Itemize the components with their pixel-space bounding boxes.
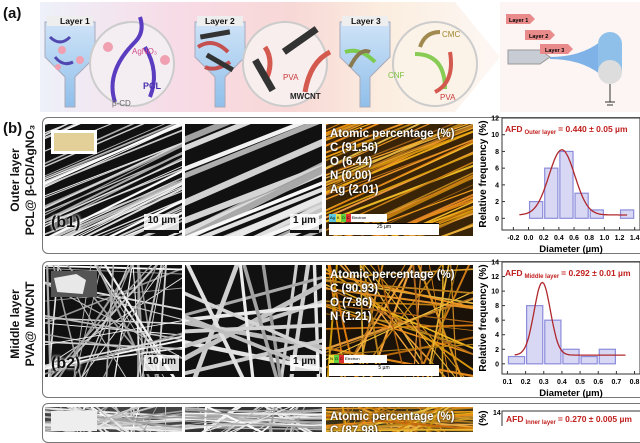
histogram-bar — [581, 357, 597, 364]
y-axis-label: Relative frequency (%) — [478, 264, 489, 371]
eds-scale-bar: 25 µm — [329, 223, 439, 235]
svg-text:Layer 1: Layer 1 — [509, 18, 528, 24]
sample-photo-inset — [51, 130, 97, 154]
scale-bar: 10 µm — [144, 214, 179, 233]
layer-2-title: Layer 2 — [205, 16, 235, 26]
sample-photo-inset — [51, 271, 97, 297]
x-tick-label: 0.4 — [557, 379, 567, 386]
fabrication-schematic: Layer 1 AgNO₃ β-CD PCL Layer 2 PVA MWCNT… — [40, 2, 640, 112]
x-tick-label: 0.8 — [584, 235, 594, 242]
histogram-bar — [575, 193, 588, 218]
histogram-bar — [599, 349, 615, 364]
x-axis-label: Diameter (µm) — [539, 388, 603, 398]
eds-scale-bar: 5 µm — [329, 364, 439, 376]
x-tick-label: 1.2 — [615, 235, 625, 242]
histogram-bar — [560, 151, 573, 218]
x-tick-label: 0.8 — [630, 379, 640, 386]
sem-middle-low-mag: (b2) 10 µm — [45, 265, 182, 377]
histogram-bar — [530, 202, 543, 219]
y-tick-label: 2 — [495, 347, 499, 354]
y-tick-label: 10 — [491, 289, 499, 296]
x-tick-label: -0.2 — [507, 235, 519, 242]
y-tick-label: 14 — [491, 260, 499, 267]
spinner-tag-layer-3: Layer 3 — [540, 44, 573, 54]
x-tick-label: 0.0 — [524, 235, 534, 242]
sem-inner-high-mag — [185, 407, 322, 432]
y-tick-label: 12 — [491, 274, 499, 281]
cnf-label: CNF — [388, 71, 405, 80]
x-tick-label: 0.3 — [539, 379, 549, 386]
eds-composition: Atomic percentage (%)C (87.98) — [330, 410, 455, 432]
eds-map-middle: Atomic percentage (%) C (90.93)O (7.86)N… — [326, 265, 473, 377]
x-tick-label: 0.5 — [575, 379, 585, 386]
histogram-bar — [545, 320, 561, 364]
pcl-label: PCL — [143, 81, 162, 91]
panel-b2-label: (b2) — [51, 355, 80, 373]
layer-3-title: Layer 3 — [351, 16, 381, 26]
agno3-label: AgNO₃ — [132, 47, 157, 56]
spinner-tag-layer-2: Layer 2 — [525, 30, 555, 40]
x-tick-label: 0.2 — [539, 235, 549, 242]
x-tick-label: 0.4 — [554, 235, 564, 242]
svg-text:Layer 3: Layer 3 — [545, 48, 564, 54]
y-tick-label: 6 — [495, 318, 499, 325]
y-tick-label: 2 — [495, 199, 499, 206]
beta-cd-label: β-CD — [112, 99, 131, 108]
y-tick-label: 0 — [495, 216, 499, 223]
histogram-outer-layer: 0 2 4 6 8 10 12 -0.2 0.0 0.2 0.4 0.6 0.8 1.0 1.2 1.4 Dia… — [476, 114, 640, 254]
sample-photo-inset — [51, 411, 97, 431]
x-tick-label: 0.2 — [521, 379, 531, 386]
x-tick-label: 1.0 — [599, 235, 609, 242]
zoom-circle-layer-1 — [90, 22, 174, 106]
pva-label-layer-3: PVA — [440, 93, 456, 102]
y-tick-label: 14 — [493, 410, 501, 417]
y-tick-label: 6 — [495, 166, 499, 173]
eds-composition: Atomic percentage (%) C (91.56)O (6.44) … — [330, 127, 455, 197]
mwcnt-label: MWCNT — [290, 92, 321, 101]
scale-bar: 1 µm — [290, 355, 319, 374]
histogram-middle-layer: 0 2 4 6 8 10 12 14 0.1 0.2 0.3 0.4 0.5 0.6 0.7 0.8 Diame… — [476, 258, 640, 398]
x-tick-label: 1.4 — [630, 235, 640, 242]
y-tick-label: 10 — [491, 132, 499, 139]
x-tick-label: 0.6 — [569, 235, 579, 242]
x-tick-label: 0.1 — [503, 379, 513, 386]
histogram-bar — [508, 357, 524, 364]
cmc-label: CMC — [442, 30, 460, 39]
svg-text:Layer 2: Layer 2 — [529, 34, 548, 40]
scale-bar: 1 µm — [290, 214, 319, 233]
panel-b1-label: (b1) — [51, 214, 80, 232]
x-tick-label: 0.6 — [593, 379, 603, 386]
y-axis-label: (%) — [478, 410, 489, 426]
histogram-bar — [563, 349, 579, 364]
eds-map-outer: Atomic percentage (%) C (91.56)O (6.44) … — [326, 124, 473, 236]
sem-outer-high-mag: 1 µm — [185, 124, 322, 236]
panel-a-label: (a) — [3, 5, 21, 22]
histogram-bar — [545, 168, 558, 218]
y-tick-label: 4 — [495, 182, 499, 189]
eds-map-inner: Atomic percentage (%)C (87.98) — [326, 407, 473, 432]
x-axis-label: Diameter (µm) — [539, 244, 603, 254]
scale-bar: 10 µm — [144, 355, 179, 374]
y-axis-label: Relative frequency (%) — [478, 120, 489, 227]
histogram-bar — [621, 210, 634, 218]
spinner-tag-layer-1: Layer 1 — [506, 14, 535, 24]
y-tick-label: 0 — [495, 361, 499, 368]
fiber-texture — [185, 407, 322, 432]
sem-inner-low-mag — [45, 407, 182, 432]
x-tick-label: 0.7 — [612, 379, 622, 386]
y-tick-label: 8 — [495, 149, 499, 156]
layer-1-title: Layer 1 — [60, 16, 90, 26]
eds-composition: Atomic percentage (%) C (90.93)O (7.86)N… — [330, 268, 455, 324]
y-tick-label: 12 — [491, 116, 499, 123]
y-tick-label: 8 — [495, 303, 499, 310]
sem-outer-low-mag: (b1) 10 µm — [45, 124, 182, 236]
sem-middle-high-mag: 1 µm — [185, 265, 322, 377]
pva-label-layer-2: PVA — [283, 73, 299, 82]
y-tick-label: 4 — [495, 332, 499, 339]
